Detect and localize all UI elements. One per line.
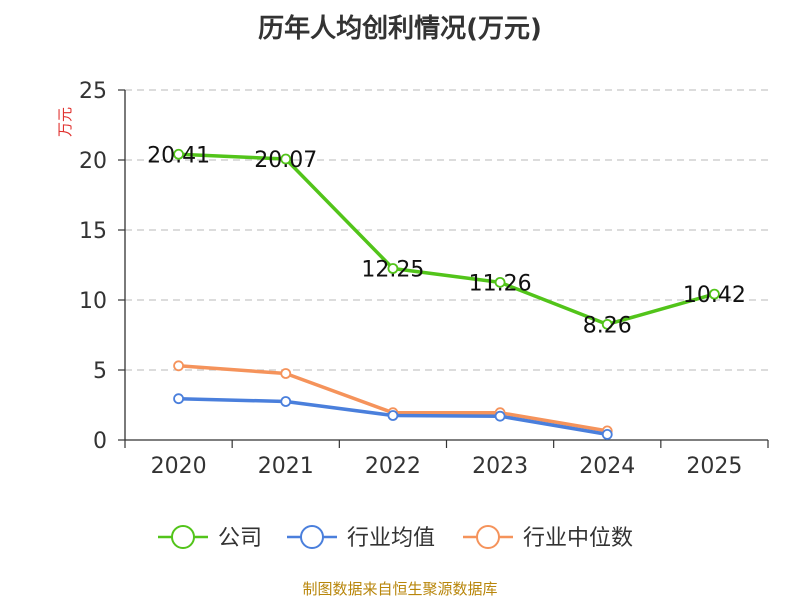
legend-label: 行业均值 xyxy=(347,526,435,551)
data-label: 10.42 xyxy=(683,283,746,308)
data-label: 11.26 xyxy=(469,271,532,296)
data-point xyxy=(387,410,399,421)
data-point xyxy=(173,393,184,405)
x-tick-label: 2025 xyxy=(686,454,742,479)
legend-label: 行业中位数 xyxy=(523,526,633,551)
y-tick-label: 10 xyxy=(79,289,107,314)
source-note: 制图数据来自恒生聚源数据库 xyxy=(302,580,498,598)
data-point xyxy=(280,368,292,379)
series-line-2 xyxy=(176,364,609,433)
data-point xyxy=(494,410,506,422)
data-label: 20.07 xyxy=(254,148,317,173)
legend-label: 公司 xyxy=(218,526,262,551)
y-tick-label: 25 xyxy=(79,79,107,104)
y-axis-unit: 万元 xyxy=(56,107,74,137)
x-tick-label: 2021 xyxy=(258,454,314,479)
x-tick-label: 2022 xyxy=(365,454,421,479)
series-lines xyxy=(173,148,720,440)
data-point xyxy=(709,288,720,300)
legend-marker xyxy=(171,525,195,549)
data-point xyxy=(173,148,184,160)
data-label: 20.41 xyxy=(147,143,210,168)
series-line-0 xyxy=(176,152,717,327)
x-tick-label: 2024 xyxy=(579,454,635,479)
chart-title: 历年人均创利情况(万元) xyxy=(258,14,542,44)
y-tick-label: 20 xyxy=(79,149,107,174)
data-label: 8.26 xyxy=(583,313,632,338)
data-point xyxy=(494,276,506,288)
data-label: 12.25 xyxy=(361,258,424,283)
legend-marker xyxy=(476,525,500,549)
data-point xyxy=(173,360,184,372)
legend: 公司 行业均值 行业中位数 xyxy=(158,525,633,551)
data-point xyxy=(280,153,292,165)
y-tick-label: 0 xyxy=(93,429,107,454)
data-point xyxy=(601,318,613,330)
data-labels: 20.41 20.07 12.25 11.26 8.26 10.42 xyxy=(147,143,746,338)
y-tick-label: 15 xyxy=(79,219,107,244)
x-tick-label: 2020 xyxy=(151,454,207,479)
legend-marker xyxy=(300,525,324,549)
data-point xyxy=(387,263,399,274)
x-tick-label: 2023 xyxy=(472,454,528,479)
data-point xyxy=(280,396,292,407)
data-point xyxy=(601,428,613,440)
grid-lines xyxy=(125,89,768,371)
y-tick-label: 5 xyxy=(93,359,107,384)
